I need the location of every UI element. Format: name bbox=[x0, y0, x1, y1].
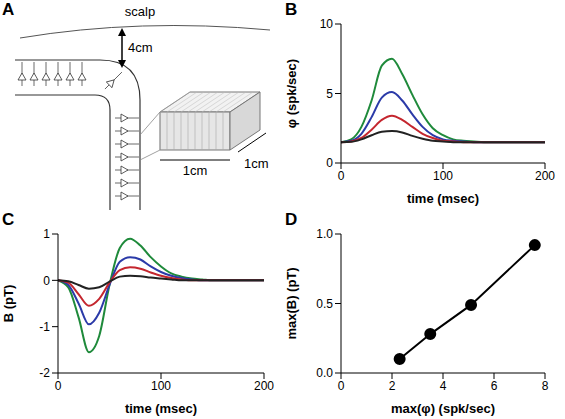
svg-text:max(B) (pT): max(B) (pT) bbox=[284, 267, 299, 339]
svg-text:1cm: 1cm bbox=[244, 156, 269, 171]
html-text:A: A bbox=[2, 0, 15, 19]
svg-text:time (msec): time (msec) bbox=[125, 401, 197, 416]
svg-text:-1: -1 bbox=[39, 320, 50, 334]
svg-text:6: 6 bbox=[491, 379, 498, 393]
svg-text:0.5: 0.5 bbox=[316, 297, 333, 311]
svg-text:0: 0 bbox=[43, 274, 50, 288]
svg-text:100: 100 bbox=[433, 169, 453, 183]
svg-text:time (msec): time (msec) bbox=[407, 191, 479, 206]
svg-text:8: 8 bbox=[542, 379, 549, 393]
svg-text:5: 5 bbox=[326, 87, 333, 101]
svg-text:B (pT): B (pT) bbox=[1, 285, 16, 323]
svg-text:1cm: 1cm bbox=[183, 163, 208, 178]
svg-text:φ (spk/sec): φ (spk/sec) bbox=[284, 59, 299, 128]
html-text:B: B bbox=[285, 0, 298, 19]
svg-text:0: 0 bbox=[338, 379, 345, 393]
html-text:D: D bbox=[285, 210, 298, 229]
svg-text:0: 0 bbox=[326, 156, 333, 170]
svg-text:10: 10 bbox=[320, 17, 334, 31]
svg-text:scalp: scalp bbox=[125, 4, 155, 19]
svg-text:0: 0 bbox=[55, 379, 62, 393]
svg-text:0.0: 0.0 bbox=[316, 366, 333, 380]
svg-text:0: 0 bbox=[338, 169, 345, 183]
svg-text:-2: -2 bbox=[39, 366, 50, 380]
svg-text:max(φ) (spk/sec): max(φ) (spk/sec) bbox=[391, 401, 495, 416]
svg-text:1.0: 1.0 bbox=[316, 227, 333, 241]
svg-text:1: 1 bbox=[43, 227, 50, 241]
svg-text:4cm: 4cm bbox=[128, 40, 153, 55]
svg-text:200: 200 bbox=[254, 379, 274, 393]
svg-text:4: 4 bbox=[440, 379, 447, 393]
svg-text:2: 2 bbox=[389, 379, 396, 393]
svg-text:200: 200 bbox=[535, 169, 555, 183]
svg-text:100: 100 bbox=[151, 379, 171, 393]
html-text:C: C bbox=[2, 210, 15, 229]
